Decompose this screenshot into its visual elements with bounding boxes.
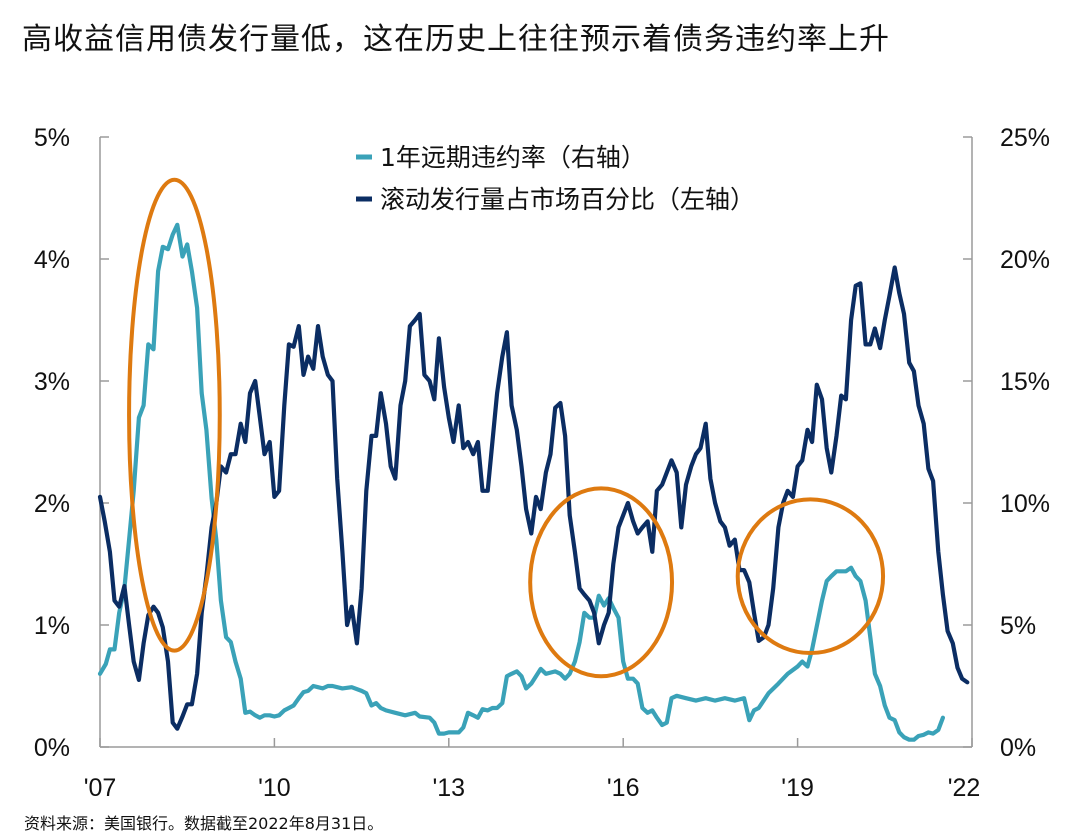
left-tick-label: 1% <box>34 612 70 640</box>
right-tick-label: 25% <box>1000 124 1050 152</box>
highlight-ellipse-1 <box>127 177 222 653</box>
right-tick-label: 20% <box>1000 246 1050 274</box>
right-tick-label: 10% <box>1000 490 1050 518</box>
legend: 1年远期违约率（右轴） 滚动发行量占市场百分比（左轴） <box>356 143 755 214</box>
x-tick-label: '10 <box>258 774 291 802</box>
left-tick-label: 3% <box>34 368 70 396</box>
x-tick-label: '22 <box>948 774 981 802</box>
right-tick-label: 0% <box>1000 734 1036 762</box>
left-tick-label: 0% <box>34 734 70 762</box>
left-tick-label: 5% <box>34 124 70 152</box>
default-rate-line <box>97 222 945 742</box>
x-tick-label: '13 <box>433 774 466 802</box>
right-tick-label: 5% <box>1000 612 1036 640</box>
legend-label-1: 1年远期违约率（右轴） <box>380 143 646 172</box>
left-tick-label: 2% <box>34 490 70 518</box>
annotations <box>127 177 886 679</box>
series-lines <box>97 222 970 742</box>
x-tick-label: '16 <box>607 774 640 802</box>
issuance-line <box>97 265 970 731</box>
tick-labels: 0% 1% 2% 3% 4% 5% 0% 5% 10% 15% 20% 25% '07 '10 '13 '16… <box>34 124 1050 802</box>
x-tick-label: '07 <box>84 774 117 802</box>
chart-title: 高收益信用债发行量低，这在历史上往往预示着债务违约率上升 <box>22 22 890 57</box>
source-note: 资料来源：美国银行。数据截至2022年8月31日。 <box>24 814 384 833</box>
x-tick-label: '19 <box>781 774 814 802</box>
axes <box>99 136 973 748</box>
highlight-ellipse-2 <box>528 486 675 679</box>
right-tick-label: 15% <box>1000 368 1050 396</box>
highlight-ellipse-3 <box>735 497 886 656</box>
left-tick-label: 4% <box>34 246 70 274</box>
legend-label-2: 滚动发行量占市场百分比（左轴） <box>380 185 755 214</box>
